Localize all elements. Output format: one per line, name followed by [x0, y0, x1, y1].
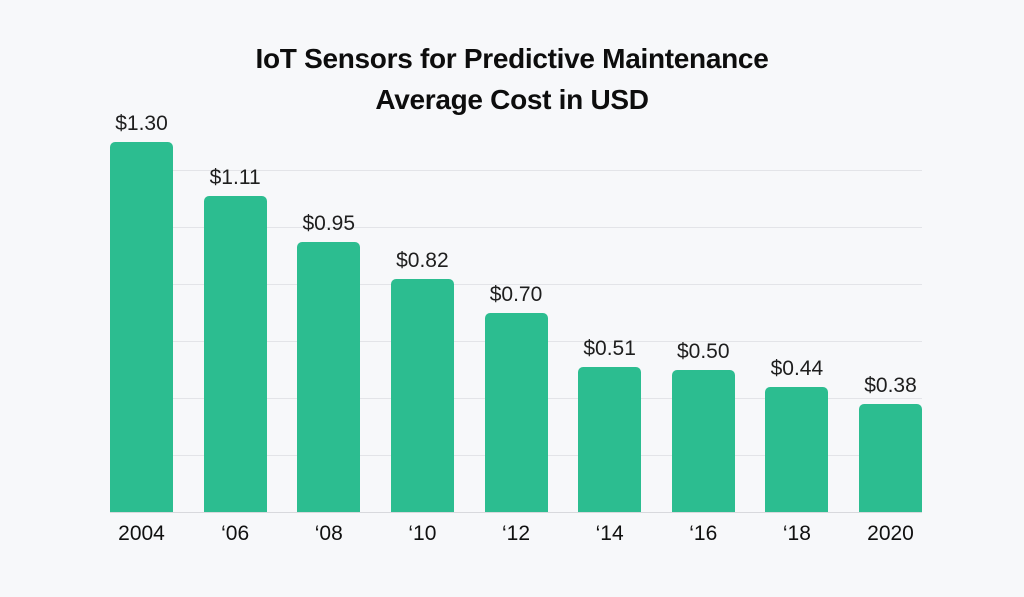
bar: [859, 403, 922, 512]
x-tick-label: ‘06: [221, 522, 250, 545]
bar: [765, 386, 829, 512]
bar: [297, 241, 361, 512]
gridline: [110, 283, 922, 285]
bar-value-label: $0.38: [864, 373, 917, 397]
bar: [578, 366, 642, 512]
bar: [484, 312, 548, 512]
x-tick-label: ‘18: [782, 522, 811, 545]
bar-value-label: $1.30: [115, 112, 168, 135]
x-tick-label: ‘14: [595, 522, 624, 545]
x-tick-label: 2004: [118, 522, 165, 545]
bar: [110, 142, 173, 512]
x-axis-line: [110, 512, 922, 513]
chart-title-line1: IoT Sensors for Predictive Maintenance: [255, 43, 769, 74]
x-tick-label: ‘16: [689, 522, 718, 545]
bar: [671, 369, 735, 512]
x-tick-label: ‘10: [408, 522, 437, 545]
gridline: [110, 169, 922, 171]
bar-value-label: $0.82: [396, 248, 449, 272]
x-tick-label: ‘12: [501, 522, 531, 545]
bar-value-label: $1.11: [209, 166, 261, 190]
bar: [390, 278, 454, 512]
bar-value-label: $0.95: [302, 211, 356, 235]
bar-value-label: $0.50: [676, 339, 730, 363]
bar-value-label: $0.44: [770, 356, 824, 380]
bar-value-label: $0.70: [489, 282, 543, 306]
gridline: [110, 226, 922, 228]
bar: [203, 196, 267, 512]
chart-title-line2: Average Cost in USD: [375, 84, 649, 115]
x-tick-label: ‘08: [314, 522, 343, 545]
bar-value-label: $0.51: [583, 336, 636, 360]
plot-area: $1.30 2004 $1.11 ‘06 $0.95 ‘08 $0.82 ‘10 $0.70 ‘1…: [110, 112, 922, 545]
chart-title: IoT Sensors for Predictive Maintenance A…: [0, 38, 1024, 120]
x-tick-label: 2020: [867, 522, 914, 545]
